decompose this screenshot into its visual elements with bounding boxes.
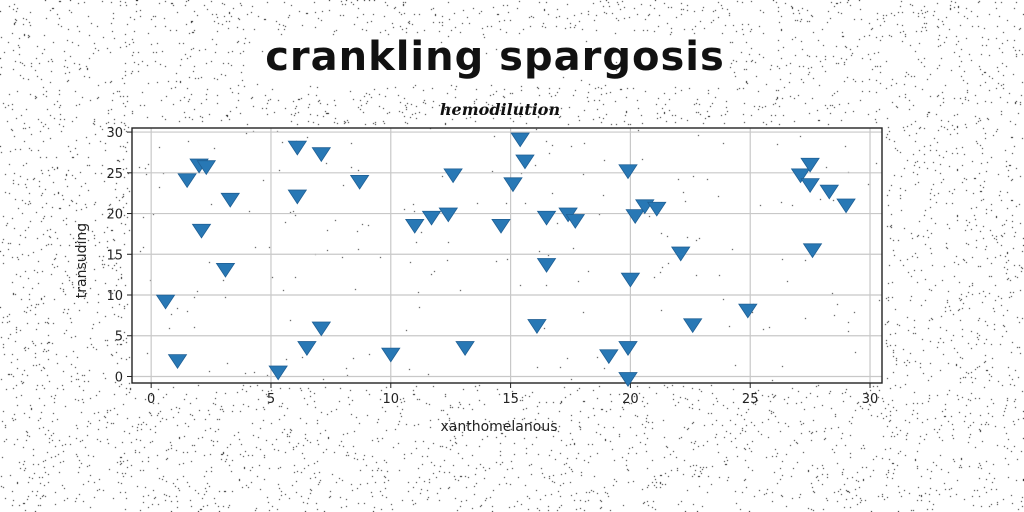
scatter-point <box>527 319 547 334</box>
y-tick-label: 10 <box>106 289 123 304</box>
scatter-point <box>599 349 619 365</box>
scatter-point <box>491 218 511 234</box>
scatter-point <box>790 168 811 184</box>
scatter-point <box>438 207 459 223</box>
x-tick-label: 20 <box>622 392 639 407</box>
scatter-point <box>503 177 523 193</box>
y-axis-label: transuding <box>74 223 90 298</box>
plot-frame <box>131 127 883 384</box>
x-tick-label: 30 <box>862 392 879 407</box>
data-points <box>155 132 856 387</box>
scatter-point <box>819 184 840 200</box>
axis-ticks: 0 5 10 15 20 25 30 0 5 10 15 20 25 30 <box>106 126 878 407</box>
scatter-point <box>177 173 197 189</box>
scatter-point <box>618 372 638 387</box>
x-tick-label: 10 <box>383 392 400 407</box>
scatter-point <box>297 341 317 356</box>
x-tick-label: 25 <box>742 392 759 407</box>
scatter-point <box>647 201 667 217</box>
scatter-point <box>349 174 370 190</box>
y-tick-label: 15 <box>106 248 123 263</box>
scatter-point <box>515 154 535 170</box>
scatter-point <box>510 132 530 148</box>
x-tick-label: 5 <box>267 392 275 407</box>
scatter-point <box>800 157 820 173</box>
scatter-point <box>220 192 240 208</box>
scatter-point <box>455 341 475 356</box>
scatter-point <box>443 168 463 184</box>
scatter-point <box>800 178 820 194</box>
scatter-point <box>311 147 332 163</box>
grid-lines <box>132 128 882 383</box>
y-tick-label: 25 <box>106 167 123 182</box>
scatter-point <box>191 223 212 239</box>
scatter-point <box>536 210 557 226</box>
y-tick-label: 0 <box>115 370 123 385</box>
scatter-point <box>536 258 557 273</box>
scatter-point <box>167 354 188 370</box>
scatter-point <box>155 294 176 310</box>
y-tick-label: 5 <box>115 330 123 345</box>
scatter-point <box>682 318 703 334</box>
scatter-point <box>625 209 645 225</box>
scatter-point <box>738 303 758 319</box>
scatter-point <box>618 164 638 180</box>
scatter-point <box>405 218 425 234</box>
x-tick-label: 15 <box>502 392 519 407</box>
scatter-point <box>268 365 288 381</box>
scatter-point <box>421 210 442 226</box>
y-tick-label: 20 <box>106 208 123 223</box>
x-axis-label: xanthomelanous <box>441 419 558 435</box>
scatter-point <box>670 246 691 262</box>
scatter-point <box>381 347 401 363</box>
scatter-point <box>311 321 332 337</box>
scatter-point <box>620 272 641 288</box>
scatter-point <box>836 198 856 214</box>
scatter-point <box>802 243 823 259</box>
scatter-point <box>618 341 638 356</box>
scatter-point <box>196 160 217 176</box>
chart-subtitle: hemodilution <box>439 100 561 119</box>
x-tick-label: 0 <box>147 392 155 407</box>
scatter-point <box>287 189 308 205</box>
scatter-point <box>215 262 236 278</box>
chart-title: crankling spargosis <box>265 34 725 80</box>
y-tick-label: 30 <box>106 126 123 141</box>
scatter-point <box>565 214 586 229</box>
scatter-point <box>287 140 308 156</box>
